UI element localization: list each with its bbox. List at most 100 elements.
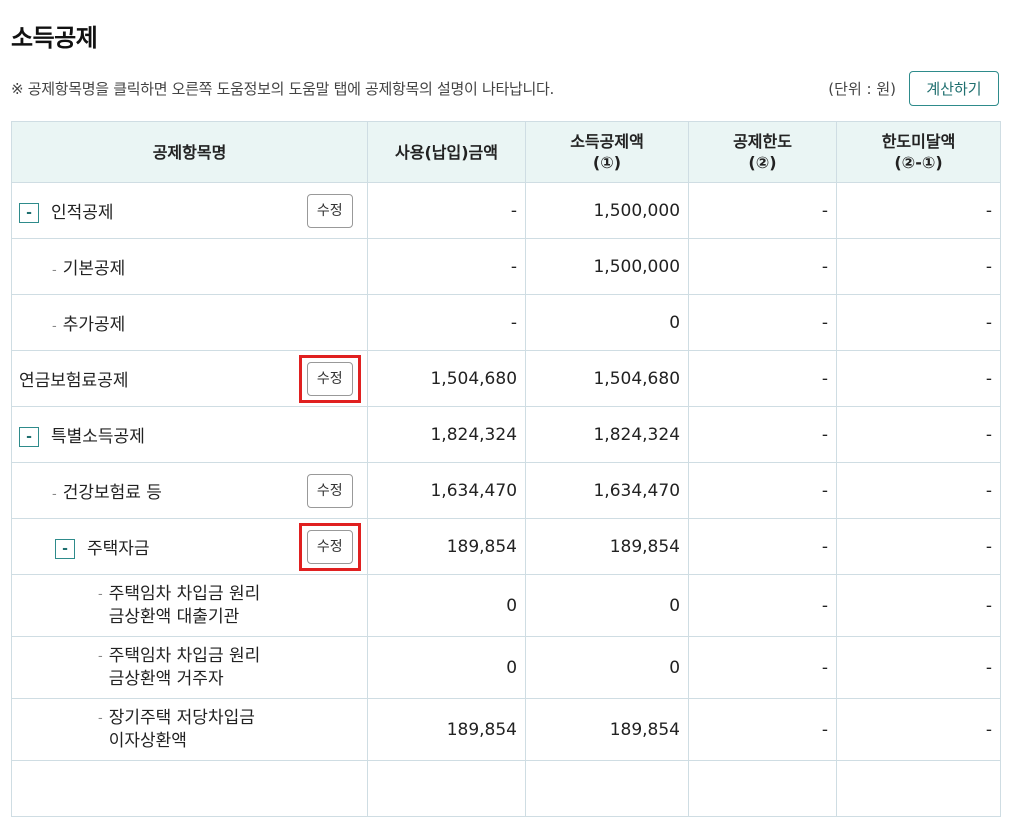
item-label-link[interactable]: 특별소득공제 bbox=[51, 427, 145, 447]
item-name-cell: 연금보험료공제 bbox=[11, 350, 293, 407]
header-under-line1: 한도미달액 bbox=[881, 132, 956, 151]
table-row-lease-loan-institution: - 주택임차 차입금 원리 금상환액 대출기관 0 0 - - bbox=[11, 574, 1002, 637]
deduction-amount-cell: 1,500,000 bbox=[525, 238, 690, 295]
collapse-toggle-icon[interactable]: - bbox=[55, 539, 75, 559]
bullet-dash-icon: - bbox=[52, 263, 57, 278]
limit-cell: - bbox=[688, 518, 838, 575]
item-name-cell: - 추가공제 bbox=[11, 294, 293, 351]
deduction-amount-cell: 189,854 bbox=[525, 518, 690, 575]
header-used-amount: 사용(납입)금액 bbox=[367, 121, 527, 183]
item-label-line1: 주택임차 차입금 원리 bbox=[108, 583, 261, 604]
deduction-amount-cell: 0 bbox=[525, 574, 690, 637]
deduction-table: 공제항목명 사용(납입)금액 소득공제액 (①) 공제한도 (②) 한도미달액 (②-… bbox=[10, 121, 1002, 817]
used-amount-cell: 1,504,680 bbox=[367, 350, 527, 407]
item-name-cell: - 주택임차 차입금 원리 금상환액 거주자 bbox=[11, 636, 293, 699]
edit-cell: 수정 bbox=[292, 518, 369, 575]
limit-cell: - bbox=[688, 238, 838, 295]
header-deduction-line2: (①) bbox=[592, 153, 622, 172]
bullet-dash-icon: - bbox=[98, 710, 103, 726]
item-label-link[interactable]: 장기주택 저당차입금 이자상환액 bbox=[109, 707, 255, 753]
item-label-link[interactable]: 기본공제 bbox=[62, 259, 126, 279]
used-amount-cell: 0 bbox=[367, 636, 527, 699]
item-name-cell: - 건강보험료 등 bbox=[11, 462, 293, 519]
limit-cell: - bbox=[688, 698, 838, 761]
item-label-line1: 장기주택 저당차입금 bbox=[108, 707, 255, 728]
used-amount-cell: 1,634,470 bbox=[367, 462, 527, 519]
item-label-link[interactable]: 주택임차 차입금 원리 금상환액 거주자 bbox=[109, 645, 261, 691]
under-limit-cell: - bbox=[836, 182, 1002, 239]
item-name-cell bbox=[11, 760, 293, 817]
used-amount-cell: 189,854 bbox=[367, 698, 527, 761]
header-under-line2: (②-①) bbox=[894, 153, 943, 172]
bullet-dash-icon: - bbox=[52, 487, 57, 502]
used-amount-cell bbox=[367, 760, 527, 817]
limit-cell: - bbox=[688, 182, 838, 239]
edit-cell: 수정 bbox=[292, 462, 369, 519]
under-limit-cell bbox=[836, 760, 1002, 817]
deduction-amount-cell: 0 bbox=[525, 636, 690, 699]
collapse-toggle-icon[interactable]: - bbox=[19, 427, 39, 447]
highlight-box: 수정 bbox=[298, 354, 361, 403]
deduction-amount-cell bbox=[525, 760, 690, 817]
calculate-button[interactable]: 계산하기 bbox=[909, 71, 999, 106]
edit-button-personal-deduction[interactable]: 수정 bbox=[306, 193, 353, 228]
item-label-line2: 금상환액 대출기관 bbox=[108, 606, 240, 627]
limit-cell: - bbox=[688, 574, 838, 637]
item-label-link[interactable]: 주택임차 차입금 원리 금상환액 대출기관 bbox=[109, 583, 261, 629]
edit-button-health-insurance[interactable]: 수정 bbox=[306, 473, 353, 508]
item-name-cell: - 주택임차 차입금 원리 금상환액 대출기관 bbox=[11, 574, 293, 637]
bullet-dash-icon: - bbox=[98, 586, 103, 602]
under-limit-cell: - bbox=[836, 238, 1002, 295]
bullet-dash-icon: - bbox=[98, 648, 103, 664]
table-row-housing-fund: - 주택자금 수정 189,854 189,854 - - bbox=[11, 518, 1002, 575]
header-limit-line1: 공제한도 bbox=[733, 132, 792, 151]
item-label-link[interactable]: 인적공제 bbox=[51, 203, 114, 223]
table-row-partial bbox=[11, 760, 1002, 817]
item-label-line1: 주택임차 차입금 원리 bbox=[108, 645, 261, 666]
header-deduction-line1: 소득공제액 bbox=[570, 132, 644, 151]
edit-cell bbox=[292, 698, 369, 761]
limit-cell: - bbox=[688, 636, 838, 699]
edit-button-pension-deduction[interactable]: 수정 bbox=[306, 361, 353, 396]
used-amount-cell: - bbox=[367, 294, 527, 351]
used-amount-cell: 189,854 bbox=[367, 518, 527, 575]
item-label-link[interactable]: 건강보험료 등 bbox=[62, 483, 162, 503]
edit-cell bbox=[292, 406, 369, 463]
edit-button-housing-fund[interactable]: 수정 bbox=[306, 529, 353, 564]
item-label-line2: 금상환액 거주자 bbox=[108, 668, 224, 689]
highlight-box: 수정 bbox=[298, 522, 361, 571]
under-limit-cell: - bbox=[836, 294, 1002, 351]
item-label-link[interactable]: 추가공제 bbox=[62, 315, 126, 335]
limit-cell bbox=[688, 760, 838, 817]
page-title: 소득공제 bbox=[11, 24, 98, 52]
header-item-name: 공제항목명 bbox=[10, 121, 369, 183]
table-row-lease-loan-resident: - 주택임차 차입금 원리 금상환액 거주자 0 0 - - bbox=[11, 636, 1002, 699]
table-row-mortgage-interest: - 장기주택 저당차입금 이자상환액 189,854 189,854 - - bbox=[11, 698, 1002, 761]
used-amount-cell: - bbox=[367, 238, 527, 295]
header-under-limit: 한도미달액 (②-①) bbox=[836, 121, 1002, 183]
under-limit-cell: - bbox=[836, 462, 1002, 519]
limit-cell: - bbox=[688, 294, 838, 351]
deduction-amount-cell: 0 bbox=[525, 294, 690, 351]
deduction-amount-cell: 1,504,680 bbox=[525, 350, 690, 407]
used-amount-cell: 0 bbox=[367, 574, 527, 637]
under-limit-cell: - bbox=[836, 406, 1002, 463]
table-row-basic-deduction: - 기본공제 - 1,500,000 - - bbox=[11, 238, 1002, 295]
item-name-cell: - 기본공제 bbox=[11, 238, 293, 295]
limit-cell: - bbox=[688, 462, 838, 519]
item-name-cell: - 인적공제 bbox=[11, 182, 293, 239]
edit-cell: 수정 bbox=[292, 182, 369, 239]
notice-text: ※ 공제항목명을 클릭하면 오른쪽 도움정보의 도움말 탭에 공제항목의 설명이… bbox=[11, 80, 554, 98]
table-row-health-insurance: - 건강보험료 등 수정 1,634,470 1,634,470 - - bbox=[11, 462, 1002, 519]
under-limit-cell: - bbox=[836, 518, 1002, 575]
edit-cell bbox=[292, 574, 369, 637]
collapse-toggle-icon[interactable]: - bbox=[19, 203, 39, 223]
item-label-link[interactable]: 연금보험료공제 bbox=[19, 371, 129, 391]
item-label-line2: 이자상환액 bbox=[108, 730, 187, 751]
edit-cell bbox=[292, 238, 369, 295]
header-limit: 공제한도 (②) bbox=[688, 121, 838, 183]
table-row-personal-deduction: - 인적공제 수정 - 1,500,000 - - bbox=[11, 182, 1002, 239]
limit-cell: - bbox=[688, 406, 838, 463]
item-label-link[interactable]: 주택자금 bbox=[87, 539, 150, 559]
unit-label: (단위 : 원) bbox=[828, 80, 896, 98]
